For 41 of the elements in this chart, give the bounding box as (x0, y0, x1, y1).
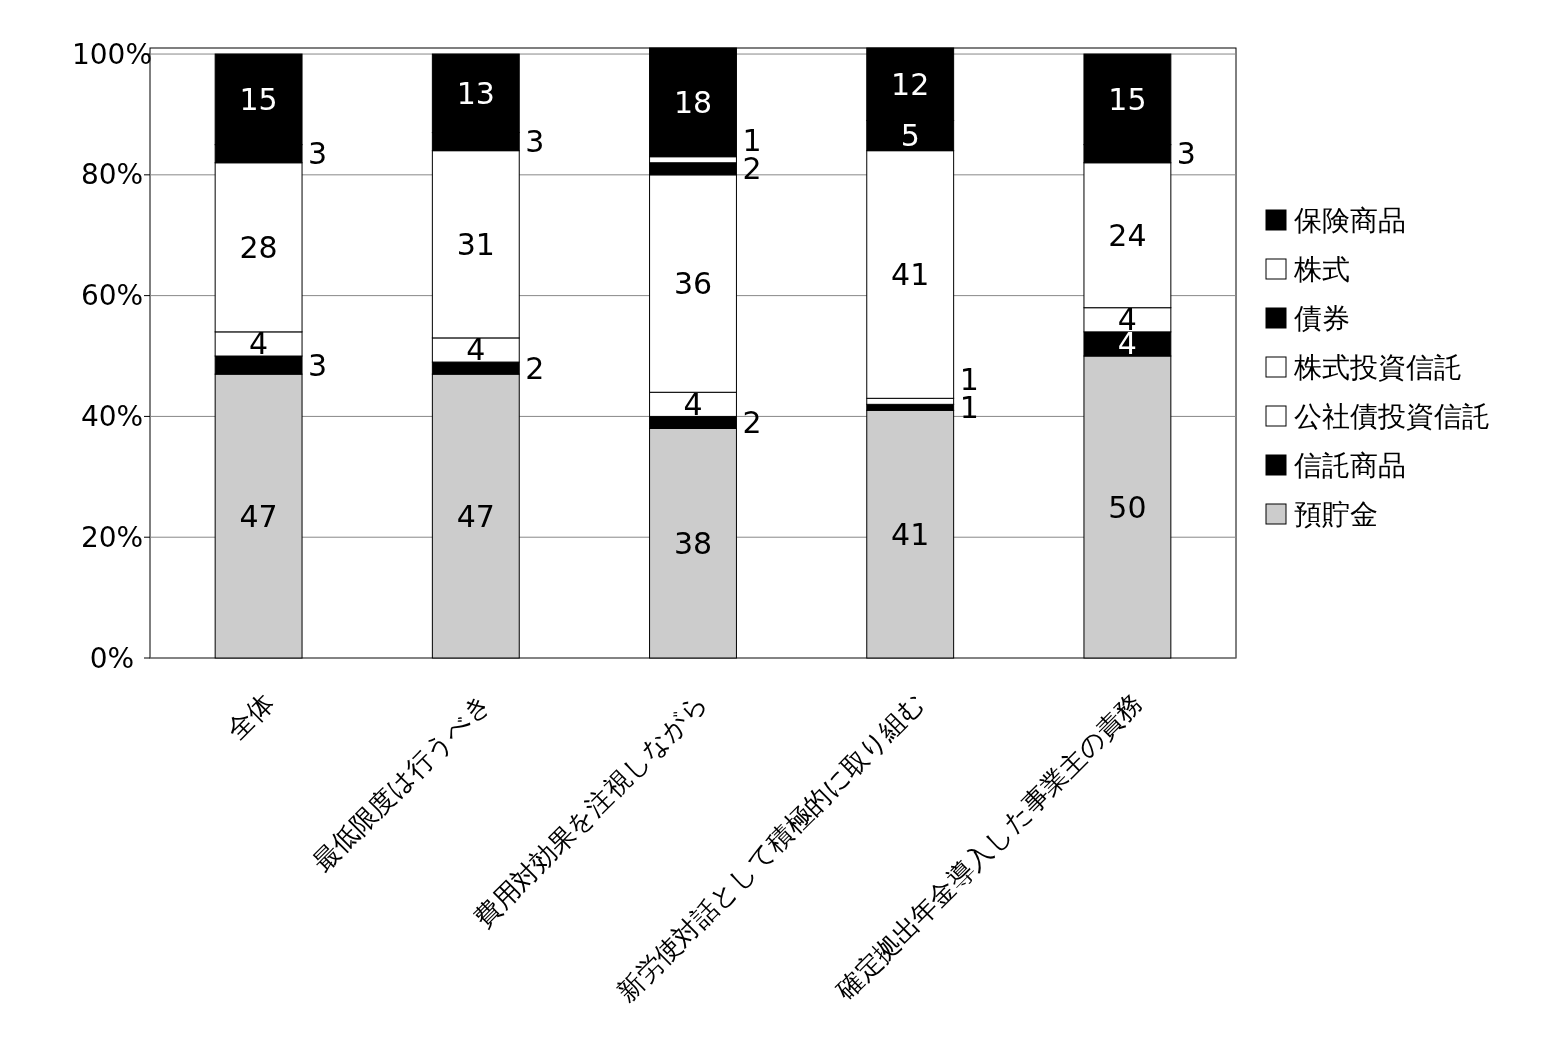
legend-label: 株式投資信託 (1293, 350, 1462, 384)
y-tick-label: 80% (80, 158, 144, 192)
data-label: 38 (673, 525, 713, 561)
data-label: 4 (249, 326, 269, 362)
data-label: 4 (466, 332, 486, 368)
data-label: 3 (308, 347, 328, 383)
y-tick-label: 60% (80, 279, 144, 313)
y-tick-label: 40% (80, 399, 144, 433)
data-label: 41 (891, 516, 930, 552)
data-label: 15 (239, 81, 278, 117)
data-label: 2 (742, 151, 762, 187)
data-label: 12 (891, 66, 930, 102)
data-label: 15 (1108, 81, 1147, 117)
data-label: 4 (683, 386, 703, 422)
data-label: 5 (900, 118, 920, 154)
data-label: 28 (239, 229, 278, 265)
data-label: 2 (525, 350, 545, 386)
legend-label: 信託商品 (1294, 448, 1406, 482)
data-label: 3 (525, 124, 545, 160)
legend-label: 株式 (1293, 252, 1350, 286)
x-tick-label: 最低限度は行うべき (306, 687, 497, 877)
data-label: 31 (456, 226, 495, 262)
y-tick-label: 20% (80, 520, 144, 554)
data-label: 3 (1176, 136, 1196, 172)
data-label: 41 (891, 256, 930, 292)
x-tick-label: 全体 (221, 687, 280, 746)
legend-label: 預貯金 (1294, 497, 1378, 531)
legend-label: 保険商品 (1294, 203, 1406, 237)
data-label: 3 (308, 136, 328, 172)
y-tick-label: 100% (71, 37, 153, 71)
legend-label: 公社債投資信託 (1294, 399, 1490, 433)
data-label: 18 (673, 84, 713, 120)
data-label: 2 (742, 404, 762, 440)
legend-label: 債券 (1294, 301, 1350, 335)
y-tick-label: 0% (89, 641, 135, 675)
data-label: 50 (1108, 489, 1147, 525)
data-label: 13 (456, 75, 495, 111)
data-label: 47 (456, 498, 495, 534)
data-label: 47 (239, 498, 278, 534)
data-label: 24 (1108, 217, 1147, 253)
data-label: 36 (673, 266, 713, 302)
